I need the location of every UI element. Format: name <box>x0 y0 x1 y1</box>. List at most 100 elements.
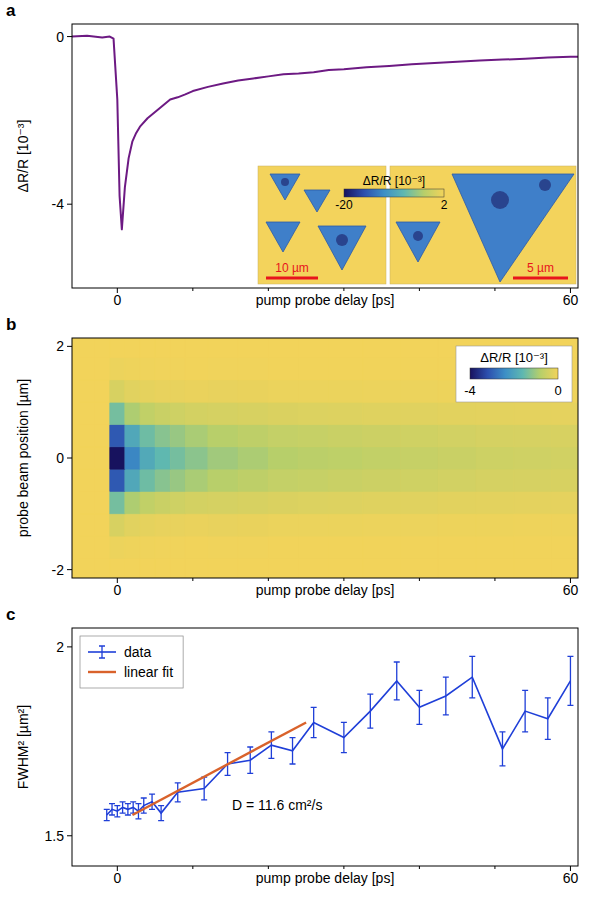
colorbar-tick-label: -20 <box>335 198 353 212</box>
heatmap-cell <box>363 338 401 358</box>
heatmap-cell <box>155 338 170 358</box>
heatmap-cell <box>208 358 238 380</box>
y-tick-label: 2 <box>56 338 64 354</box>
heatmap-cell <box>363 491 401 513</box>
heatmap-cell <box>185 536 208 558</box>
heatmap-cell <box>208 380 238 402</box>
heatmap-cell <box>95 380 110 402</box>
scale-bar-label: 10 µm <box>275 261 309 275</box>
flake-spot <box>539 179 551 191</box>
heatmap-cell <box>140 558 155 578</box>
heatmap-cell <box>238 380 268 402</box>
scale-bar <box>513 277 568 280</box>
heatmap-cell <box>329 536 363 558</box>
heatmap-cell <box>170 358 185 380</box>
x-tick-label: 60 <box>563 292 579 308</box>
heatmap-cell <box>170 380 185 402</box>
heatmap-cell <box>268 380 298 402</box>
legend-swatch <box>88 671 116 673</box>
x-minor-tick <box>419 866 420 869</box>
heatmap-cell <box>401 447 439 469</box>
panel-letter: a <box>6 1 16 20</box>
heatmap-cell <box>185 469 208 491</box>
heatmap-cell <box>329 338 363 358</box>
heatmap-cell <box>268 469 298 491</box>
heatmap-cell <box>238 514 268 536</box>
heatmap-cell <box>299 380 329 402</box>
error-bar <box>268 732 274 758</box>
heatmap-cell <box>268 425 298 447</box>
heatmap-cell <box>238 536 268 558</box>
heatmap-cell <box>363 536 401 558</box>
heatmap-cell <box>95 447 110 469</box>
heatmap-cell <box>185 338 208 358</box>
heatmap-cell <box>401 425 439 447</box>
y-tick-label: 1.5 <box>45 828 65 844</box>
heatmap-cell <box>185 491 208 513</box>
heatmap-cell <box>140 425 155 447</box>
heatmap-cell <box>155 380 170 402</box>
x-minor-tick <box>494 866 495 869</box>
heatmap-cell <box>110 425 125 447</box>
heatmap-cell <box>140 469 155 491</box>
error-bar <box>201 777 207 800</box>
heatmap-cell <box>208 558 238 578</box>
heatmap-cell <box>238 491 268 513</box>
heatmap-cell <box>155 536 170 558</box>
heatmap-cell <box>363 447 401 469</box>
y-axis-title: ΔR/R [10⁻³] <box>15 120 31 193</box>
heatmap-cell <box>125 358 140 380</box>
colorbar-tick-label: -4 <box>464 383 476 398</box>
heatmap-cell <box>95 402 110 424</box>
heatmap-cell <box>363 425 401 447</box>
heatmap-cell <box>110 338 125 358</box>
heatmap-cell <box>438 425 476 447</box>
heatmap-cell <box>299 447 329 469</box>
heatmap-cell <box>476 536 514 558</box>
inset: 10 µm5 µmΔR/R [10⁻³]-202 <box>258 166 576 284</box>
error-bar <box>567 656 573 705</box>
x-minor-tick <box>268 578 269 581</box>
flake-spot <box>413 231 423 241</box>
heatmap-cell <box>208 447 238 469</box>
heatmap-cell <box>95 536 110 558</box>
heatmap-cell <box>238 338 268 358</box>
heatmap-cell <box>155 469 170 491</box>
heatmap-cell <box>170 514 185 536</box>
heatmap-cell <box>401 558 439 578</box>
heatmap-cell <box>125 425 140 447</box>
heatmap-cell <box>401 402 439 424</box>
heatmap-cell <box>329 491 363 513</box>
heatmap-cell <box>95 338 110 358</box>
heatmap-cell <box>476 558 514 578</box>
heatmap-cell <box>140 338 155 358</box>
panel-b: ΔR/R [10⁻³]-40060pump probe delay [ps]-2… <box>6 315 589 598</box>
heatmap-cell <box>514 425 552 447</box>
heatmap-cell <box>514 402 552 424</box>
flake <box>396 222 440 262</box>
y-tick-label: 0 <box>56 29 64 45</box>
error-bar <box>341 722 347 752</box>
heatmap-cell <box>95 469 110 491</box>
x-tick-label: 0 <box>113 582 121 598</box>
heatmap-cell <box>514 469 552 491</box>
heatmap-cell <box>363 380 401 402</box>
colorbar-background <box>456 346 572 402</box>
heatmap-background <box>72 338 578 578</box>
heatmap-cell <box>299 514 329 536</box>
flake-spot <box>281 178 289 186</box>
heatmap-cell <box>329 514 363 536</box>
flake <box>452 174 574 282</box>
colorbar-box: ΔR/R [10⁻³]-40 <box>456 346 572 402</box>
y-tick-label: -4 <box>52 196 65 212</box>
heatmap-cell <box>438 536 476 558</box>
heatmap-cell <box>208 402 238 424</box>
heatmap-cell <box>401 380 439 402</box>
heatmap-cell <box>95 425 110 447</box>
heatmap-cell <box>299 338 329 358</box>
heatmap-cell <box>401 536 439 558</box>
error-bar <box>416 690 422 724</box>
heatmap-cell <box>268 358 298 380</box>
plot-frame <box>72 628 578 866</box>
heatmap-cell <box>299 536 329 558</box>
